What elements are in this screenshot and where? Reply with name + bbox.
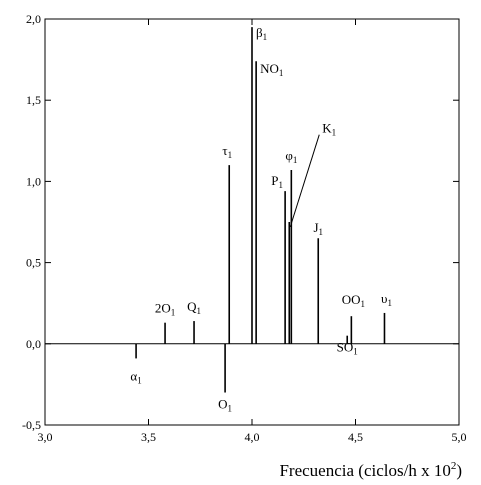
x-tick-label: 4,0 [245,430,260,444]
line-label: φ1 [285,148,297,165]
x-tick-label: 3,0 [38,430,53,444]
x-tick-label: 3,5 [141,430,156,444]
line-label: NO1 [260,61,283,78]
y-tick-label: 0,0 [26,337,41,351]
line-label: J1 [313,220,323,237]
y-tick-label: 1,5 [26,93,41,107]
y-tick-label: -0,5 [22,418,41,432]
line-label: Q1 [187,299,201,316]
line-label: SO1 [337,340,358,357]
line-label: 2O1 [155,301,175,318]
x-tick-label: 5,0 [452,430,467,444]
x-tick-label: 4,5 [348,430,363,444]
x-axis: 3,0 3,5 4,0 4,5 5,0 [38,19,467,444]
line-label: α1 [130,368,141,385]
y-tick-label: 1,0 [26,174,41,188]
line-label: OO1 [342,292,365,309]
line-labels: α1 2O1 Q1 O1 τ1 β1 NO1 P1 K1 φ1 J1 SO1 OO1 υ1 [130,25,392,413]
y-tick-label: 0,5 [26,256,41,270]
line-label: β1 [256,25,267,42]
y-axis: -0,5 0,0 0,5 1,0 1,5 2,0 [22,12,459,432]
y-tick-label: 2,0 [26,12,41,26]
label-leader-line [289,134,320,228]
line-label: K1 [322,121,336,138]
line-label: P1 [271,173,283,190]
line-label: O1 [218,397,232,414]
line-label: τ1 [222,143,232,160]
spectral-lines [135,27,386,393]
line-label: υ1 [381,291,392,308]
x-axis-title: Frecuencia (ciclos/h x 102) [279,460,462,480]
